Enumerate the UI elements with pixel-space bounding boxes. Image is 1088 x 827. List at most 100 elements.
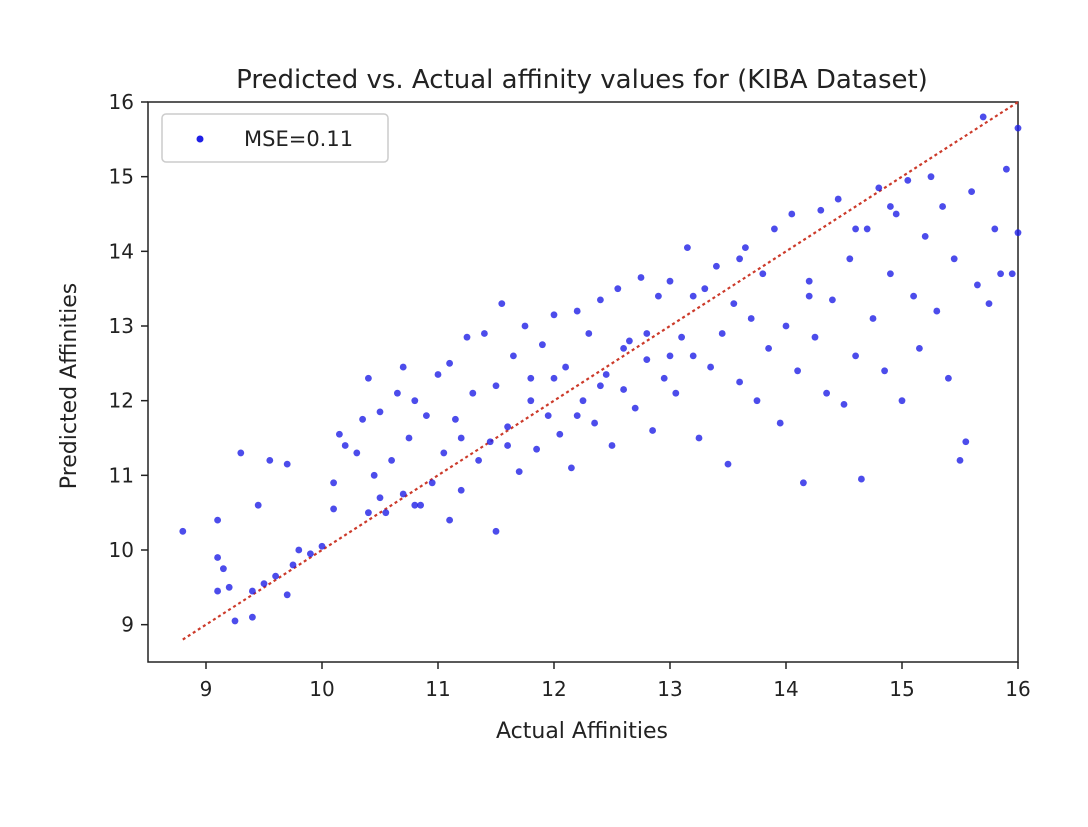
- scatter-point: [655, 292, 662, 300]
- x-tick-label: 9: [200, 677, 213, 701]
- y-tick-label: 14: [109, 239, 134, 263]
- scatter-point: [782, 322, 790, 330]
- scatter-point: [365, 509, 372, 517]
- scatter-point: [486, 438, 494, 446]
- scatter-point: [892, 210, 900, 218]
- scatter-point: [214, 516, 222, 524]
- scatter-point: [214, 554, 222, 561]
- x-axis-label: Actual Affinities: [496, 719, 668, 744]
- scatter-point: [214, 587, 222, 595]
- scatter-point: [620, 345, 627, 352]
- scatter-point: [689, 292, 697, 300]
- scatter-point: [463, 333, 471, 341]
- scatter-point: [283, 460, 291, 468]
- scatter-point: [365, 374, 372, 382]
- legend: MSE=0.11: [161, 113, 389, 163]
- x-tick-label: 13: [657, 677, 682, 701]
- x-tick-label: 15: [889, 677, 914, 701]
- scatter-point: [684, 244, 691, 252]
- scatter-point: [283, 591, 291, 599]
- scatter-point: [811, 333, 819, 341]
- scatter-point: [887, 203, 894, 210]
- scatter-point: [249, 613, 256, 621]
- scatter-point: [736, 255, 743, 263]
- legend-box: [161, 113, 389, 163]
- scatter-point: [527, 374, 535, 382]
- scatter-point: [527, 397, 535, 405]
- y-tick-label: 12: [109, 389, 134, 413]
- scatter-point: [933, 307, 941, 315]
- scatter-point: [846, 255, 854, 263]
- scatter-point: [579, 397, 587, 405]
- scatter-point: [805, 292, 813, 300]
- scatter-point: [492, 527, 500, 535]
- scatter-point: [434, 371, 442, 378]
- scatter-point: [956, 457, 964, 464]
- scatter-point: [765, 345, 772, 352]
- scatter-point: [707, 363, 714, 371]
- legend-entry-mse: MSE=0.11: [244, 127, 353, 151]
- scatter-point: [289, 561, 297, 569]
- scatter-point: [666, 352, 674, 360]
- scatter-point: [771, 225, 778, 233]
- scatter-point: [829, 296, 836, 304]
- scatter-point: [423, 412, 430, 419]
- scatter-point: [330, 479, 337, 487]
- scatter-point: [869, 315, 877, 322]
- y-tick-label: 13: [109, 314, 134, 338]
- scatter-point: [800, 479, 807, 487]
- scatter-point: [887, 270, 894, 278]
- scatter-point: [336, 430, 343, 438]
- scatter-point: [1014, 124, 1022, 132]
- scatter-point: [921, 233, 929, 240]
- scatter-point: [295, 546, 303, 554]
- scatter-point: [544, 412, 552, 419]
- scatter-point: [510, 352, 517, 360]
- scatter-point: [637, 274, 645, 281]
- scatter-point: [394, 389, 401, 397]
- scatter-point: [916, 345, 923, 352]
- scatter-point: [388, 457, 395, 464]
- scatter-point: [834, 195, 842, 203]
- scatter-point: [504, 423, 511, 431]
- scatter-point: [481, 330, 488, 337]
- scatter-point: [881, 367, 888, 375]
- scatter-point: [237, 449, 245, 457]
- scatter-point: [643, 330, 651, 337]
- scatter-point: [939, 203, 946, 210]
- scatter-point: [504, 442, 511, 449]
- scatter-point: [649, 427, 656, 434]
- chart-title: Predicted vs. Actual affinity values for…: [236, 65, 928, 95]
- scatter-point: [736, 378, 743, 386]
- scatter-point: [602, 371, 610, 378]
- scatter-point: [724, 460, 732, 468]
- scatter-point: [701, 285, 709, 293]
- x-axis-ticks: 9 10 11 12 13 14 15 16: [200, 662, 1031, 701]
- scatter-point: [220, 565, 227, 573]
- y-tick-label: 9: [121, 613, 134, 637]
- scatter-point: [788, 210, 796, 218]
- y-tick-label: 15: [109, 165, 134, 189]
- scatter-point: [568, 464, 575, 472]
- scatter-point: [440, 449, 448, 457]
- scatter-point: [376, 494, 384, 502]
- scatter-point: [399, 490, 407, 498]
- scatter-point: [446, 516, 453, 524]
- scatter-points: [179, 113, 1022, 625]
- scatter-point: [330, 505, 337, 513]
- scatter-point: [417, 501, 424, 509]
- x-tick-label: 10: [309, 677, 334, 701]
- scatter-point: [573, 412, 581, 419]
- scatter-point: [1003, 165, 1010, 173]
- scatter-point: [597, 382, 604, 390]
- scatter-point: [718, 330, 726, 337]
- scatter-point: [550, 374, 558, 382]
- scatter-point: [382, 509, 390, 517]
- scatter-point: [979, 113, 987, 121]
- scatter-point: [411, 397, 419, 405]
- scatter-point: [631, 404, 639, 412]
- scatter-point: [254, 501, 262, 509]
- scatter-point: [307, 550, 314, 558]
- scatter-point: [469, 389, 477, 397]
